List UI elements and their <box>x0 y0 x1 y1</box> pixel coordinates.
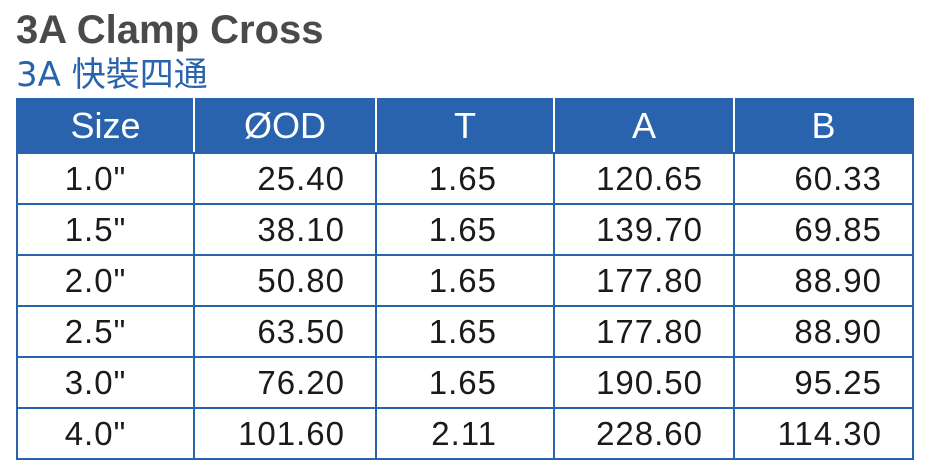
size-cell: 1.5" <box>16 203 195 256</box>
a-cell: 120.65 <box>553 152 735 205</box>
page-subtitle: 3A 快裝四通 <box>16 55 208 95</box>
table-row: 3.0" 76.20 1.65 190.50 95.25 <box>16 356 914 409</box>
od-cell: 76.20 <box>193 356 377 409</box>
t-cell: 1.65 <box>375 254 555 307</box>
page-title: 3A Clamp Cross <box>16 8 324 52</box>
od-cell: 50.80 <box>193 254 377 307</box>
t-cell: 1.65 <box>375 356 555 409</box>
b-cell: 95.25 <box>733 356 914 409</box>
b-cell: 88.90 <box>733 305 914 358</box>
size-cell: 1.0" <box>16 152 195 205</box>
od-cell: 38.10 <box>193 203 377 256</box>
t-cell: 2.11 <box>375 407 555 460</box>
column-header-t: T <box>375 98 555 154</box>
t-cell: 1.65 <box>375 203 555 256</box>
size-cell: 3.0" <box>16 356 195 409</box>
size-cell: 4.0" <box>16 407 195 460</box>
table-row: 2.5" 63.50 1.65 177.80 88.90 <box>16 305 914 358</box>
b-cell: 114.30 <box>733 407 914 460</box>
t-cell: 1.65 <box>375 152 555 205</box>
column-header-od: ØOD <box>193 98 377 154</box>
column-header-a: A <box>553 98 735 154</box>
b-cell: 69.85 <box>733 203 914 256</box>
size-cell: 2.5" <box>16 305 195 358</box>
t-cell: 1.65 <box>375 305 555 358</box>
a-cell: 177.80 <box>553 254 735 307</box>
a-cell: 190.50 <box>553 356 735 409</box>
table-row: 4.0" 101.60 2.11 228.60 114.30 <box>16 407 914 460</box>
a-cell: 228.60 <box>553 407 735 460</box>
b-cell: 88.90 <box>733 254 914 307</box>
od-cell: 63.50 <box>193 305 377 358</box>
od-cell: 25.40 <box>193 152 377 205</box>
a-cell: 177.80 <box>553 305 735 358</box>
size-cell: 2.0" <box>16 254 195 307</box>
table-row: 1.5" 38.10 1.65 139.70 69.85 <box>16 203 914 256</box>
table-header-row: Size ØOD T A B <box>16 98 914 154</box>
spec-table: Size ØOD T A B 1.0" 25.40 1.65 120.65 60… <box>16 98 914 460</box>
a-cell: 139.70 <box>553 203 735 256</box>
column-header-size: Size <box>16 98 195 154</box>
b-cell: 60.33 <box>733 152 914 205</box>
column-header-b: B <box>733 98 914 154</box>
table-row: 1.0" 25.40 1.65 120.65 60.33 <box>16 152 914 205</box>
od-cell: 101.60 <box>193 407 377 460</box>
table-row: 2.0" 50.80 1.65 177.80 88.90 <box>16 254 914 307</box>
